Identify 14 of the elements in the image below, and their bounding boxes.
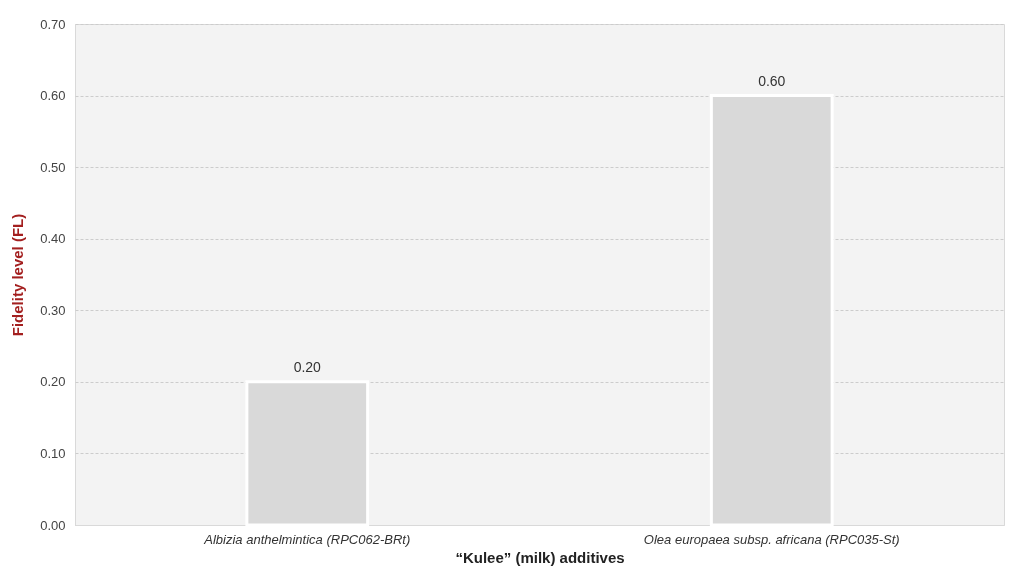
data-label: 0.60 — [758, 72, 786, 89]
y-tick-label: 0.50 — [40, 159, 66, 175]
y-tick-label: 0.20 — [40, 374, 66, 390]
x-axis-title: “Kulee” (milk) additives — [455, 548, 625, 566]
y-tick-label: 0.70 — [40, 16, 66, 32]
y-tick-label: 0.60 — [40, 88, 66, 104]
y-axis-title: Fidelity level (FL) — [9, 213, 27, 337]
y-tick-label: 0.30 — [40, 302, 66, 318]
x-tick-label: Albizia anthelmintica (RPC062-BRt) — [203, 531, 411, 547]
y-tick-label: 0.10 — [40, 445, 66, 461]
y-tick-label: 0.40 — [40, 231, 66, 247]
data-label: 0.20 — [293, 358, 322, 375]
x-tick-label: Olea europaea subsp. africana (RPC035-St) — [643, 531, 900, 547]
y-tick-label: 0.00 — [40, 517, 66, 533]
